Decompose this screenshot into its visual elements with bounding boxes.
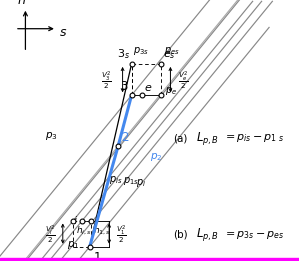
Text: $L_{p,B}$: $L_{p,B}$ <box>196 130 219 147</box>
Text: $p_{is}$: $p_{is}$ <box>109 174 123 186</box>
Text: $e_s$: $e_s$ <box>163 49 176 61</box>
Text: $p_{es}$: $p_{es}$ <box>164 45 180 57</box>
Text: $\frac{V_1^2}{2}$: $\frac{V_1^2}{2}$ <box>116 223 126 245</box>
Text: (b): (b) <box>173 230 188 240</box>
Text: 3: 3 <box>120 80 128 93</box>
Text: $h_{1,s}$: $h_{1,s}$ <box>93 225 111 237</box>
Text: s: s <box>60 26 66 39</box>
Text: $= p_{3s} - p_{es}$: $= p_{3s} - p_{es}$ <box>223 229 284 241</box>
Text: 1: 1 <box>94 251 101 261</box>
Text: $p_2$: $p_2$ <box>150 151 162 163</box>
Text: $h_{i,s}$: $h_{i,s}$ <box>76 225 91 237</box>
Text: $\frac{V_i^2}{2}$: $\frac{V_i^2}{2}$ <box>45 223 56 245</box>
Text: $p_e$: $p_e$ <box>165 85 177 97</box>
Text: $p_3$: $p_3$ <box>45 130 57 142</box>
Text: $p_{1s}$: $p_{1s}$ <box>123 175 138 187</box>
Text: $\frac{V_e^2}{2}$: $\frac{V_e^2}{2}$ <box>178 69 188 91</box>
Text: $i$: $i$ <box>73 214 78 226</box>
Text: $= p_{is} - p_{1\ s}$: $= p_{is} - p_{1\ s}$ <box>223 132 284 144</box>
Text: 2: 2 <box>121 130 129 144</box>
Text: $\frac{V_3^2}{2}$: $\frac{V_3^2}{2}$ <box>101 69 112 91</box>
Text: $p_{3s}$: $p_{3s}$ <box>133 45 149 57</box>
Text: $L_{p,B}$: $L_{p,B}$ <box>196 226 219 244</box>
Text: $3_s$: $3_s$ <box>117 47 130 61</box>
Text: $e$: $e$ <box>144 83 152 93</box>
Text: (a): (a) <box>173 133 188 143</box>
Text: $p_i$: $p_i$ <box>136 177 146 189</box>
Text: h: h <box>18 0 26 7</box>
Text: $p_1$: $p_1$ <box>67 239 80 251</box>
Bar <box>0 258 299 261</box>
